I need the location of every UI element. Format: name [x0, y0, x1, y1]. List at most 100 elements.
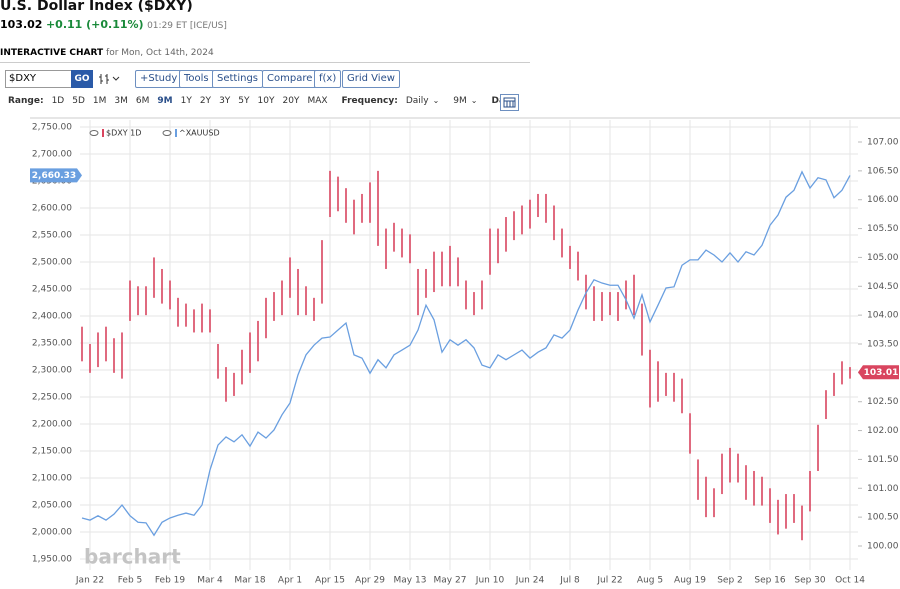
button[interactable]: Grid View — [342, 70, 400, 88]
x-tick-label: Jan 22 — [75, 576, 104, 586]
range-label: Range: — [8, 96, 44, 106]
last-value-box — [858, 365, 899, 380]
y-tick-label: 2,450.00 — [32, 285, 72, 295]
x-tick-label: May 13 — [394, 576, 427, 586]
chart-type-icon[interactable] — [98, 72, 122, 86]
line-series — [81, 170, 851, 537]
y2-tick-label: 105.00 — [867, 253, 899, 263]
x-tick-label: Mar 4 — [197, 576, 223, 586]
x-tick-label: Jun 10 — [475, 576, 505, 586]
range-option[interactable]: 2Y — [199, 96, 212, 106]
y2-tick-label: 103.50 — [867, 340, 899, 350]
y2-tick-label: 102.00 — [867, 426, 899, 436]
interactive-chart: INTERACTIVE CHART — [0, 48, 104, 58]
x-tick-label: Feb 19 — [155, 576, 186, 586]
button[interactable]: Compare — [262, 70, 318, 88]
range-row: Range: 1D 5D 1M 3M 6M 9M 1Y 2Y 3Y 5Y 10Y 20Y MAX Frequ… — [8, 96, 519, 106]
range-option[interactable]: 5D — [72, 96, 85, 106]
change: +0.11 (+0.11%) — [45, 18, 144, 31]
legend-eye — [162, 130, 172, 136]
legend-swatch — [102, 129, 104, 137]
y-tick-label: 2,200.00 — [32, 420, 72, 430]
x-tick-label: Apr 1 — [278, 576, 302, 586]
range-option[interactable]: 6M — [135, 96, 150, 106]
range-option[interactable]: MAX — [307, 96, 328, 106]
y2-tick-label: 100.00 — [867, 542, 899, 552]
y-tick-label: 2,300.00 — [32, 366, 72, 376]
x-tick-label: Oct 14 — [835, 576, 865, 586]
button[interactable]: Settings — [212, 70, 264, 88]
page-title: U.S. Dollar Index ($DXY) — [0, 0, 193, 14]
legend-label: ^XAUUSD — [179, 129, 220, 138]
y-tick-label: 2,600.00 — [32, 204, 72, 214]
x-tick-label: Feb 5 — [118, 576, 143, 586]
range-option[interactable]: 3Y — [219, 96, 231, 106]
range-option[interactable]: 5Y — [238, 96, 250, 106]
range-option[interactable]: 1M — [92, 96, 107, 106]
x-tick-label: Apr 29 — [355, 576, 385, 586]
x-tick-label: Apr 15 — [315, 576, 345, 586]
dropdown-arrow: ⌄ — [432, 96, 440, 105]
y-tick-label: 1,950.00 — [32, 555, 72, 565]
range-option[interactable]: 3M — [114, 96, 128, 106]
date-picker[interactable] — [500, 94, 519, 111]
range-option[interactable]: 10Y — [257, 96, 275, 106]
dropdown-arrow: ⌄ — [470, 96, 478, 105]
last-value-box — [30, 168, 82, 183]
range-option[interactable]: 1D — [51, 96, 65, 106]
y2-tick-label: 104.50 — [867, 282, 899, 292]
x-tick-label: Aug 19 — [674, 576, 706, 586]
legend-label: $DXY 1D — [106, 129, 141, 138]
legend-eye — [89, 130, 99, 136]
x-tick-label: Sep 16 — [754, 576, 786, 586]
range-option[interactable]: 9M — [157, 96, 173, 106]
divider — [0, 62, 530, 63]
y2-tick-label: 106.00 — [867, 195, 899, 205]
y2-tick-label: 104.00 — [867, 311, 899, 321]
legend-swatch — [175, 129, 177, 137]
x-tick-label: Jul 22 — [596, 576, 622, 586]
x-tick-label: Sep 2 — [717, 576, 743, 586]
legend: $DXY 1D ^XAUUSD — [89, 129, 220, 138]
y2-tick-label: 102.50 — [867, 397, 899, 407]
symbol-input[interactable]: $DXY — [5, 70, 72, 88]
watermark: barchart — [84, 545, 181, 569]
x-tick-label: Mar 18 — [234, 576, 266, 586]
x-tick-label: Jul 8 — [559, 576, 580, 586]
button[interactable]: +Study — [135, 70, 183, 88]
x-tick-label: May 27 — [434, 576, 467, 586]
y-tick-label: 2,350.00 — [32, 339, 72, 349]
frequency-select[interactable]: Daily — [405, 96, 429, 106]
y2-tick-label: 100.50 — [867, 513, 899, 523]
range-option[interactable]: 20Y — [282, 96, 300, 106]
y-tick-label: 2,250.00 — [32, 393, 72, 403]
go-button[interactable]: GO — [71, 70, 93, 88]
y2-tick-label: 101.50 — [867, 455, 899, 465]
period-select[interactable]: 9M — [453, 96, 467, 106]
y2-tick-label: 105.50 — [867, 224, 899, 234]
y-tick-label: 2,000.00 — [32, 528, 72, 538]
y-tick-label: 2,700.00 — [32, 150, 72, 160]
y-tick-label: 2,100.00 — [32, 474, 72, 484]
y-tick-label: 2,400.00 — [32, 312, 72, 322]
last-value-label: 103.01 — [864, 368, 899, 378]
y-tick-label: 2,550.00 — [32, 231, 72, 241]
y-tick-label: 2,750.00 — [32, 123, 72, 133]
last-value-label: 2,660.33 — [32, 171, 76, 181]
x-tick-label: Aug 5 — [637, 576, 663, 586]
quote: 103.02 +0.11 (+0.11%) 01:29 ET [ICE/US] — [0, 18, 227, 31]
y2-tick-label: 106.50 — [867, 166, 899, 176]
y-tick-label: 2,050.00 — [32, 501, 72, 511]
x-tick-label: Sep 30 — [794, 576, 826, 586]
y2-tick-label: 107.00 — [867, 138, 899, 148]
y2-tick-label: 101.00 — [867, 484, 899, 494]
subheader: INTERACTIVE CHART for Mon, Oct 14th, 202… — [0, 48, 214, 58]
range-option[interactable]: 1Y — [180, 96, 192, 106]
y-tick-label: 2,500.00 — [32, 258, 72, 268]
time: 01:29 ET [ICE/US] — [147, 21, 227, 31]
button[interactable]: f(x) — [314, 70, 342, 88]
frequency-label: Frequency: — [341, 96, 398, 106]
button[interactable]: Tools — [179, 70, 214, 88]
